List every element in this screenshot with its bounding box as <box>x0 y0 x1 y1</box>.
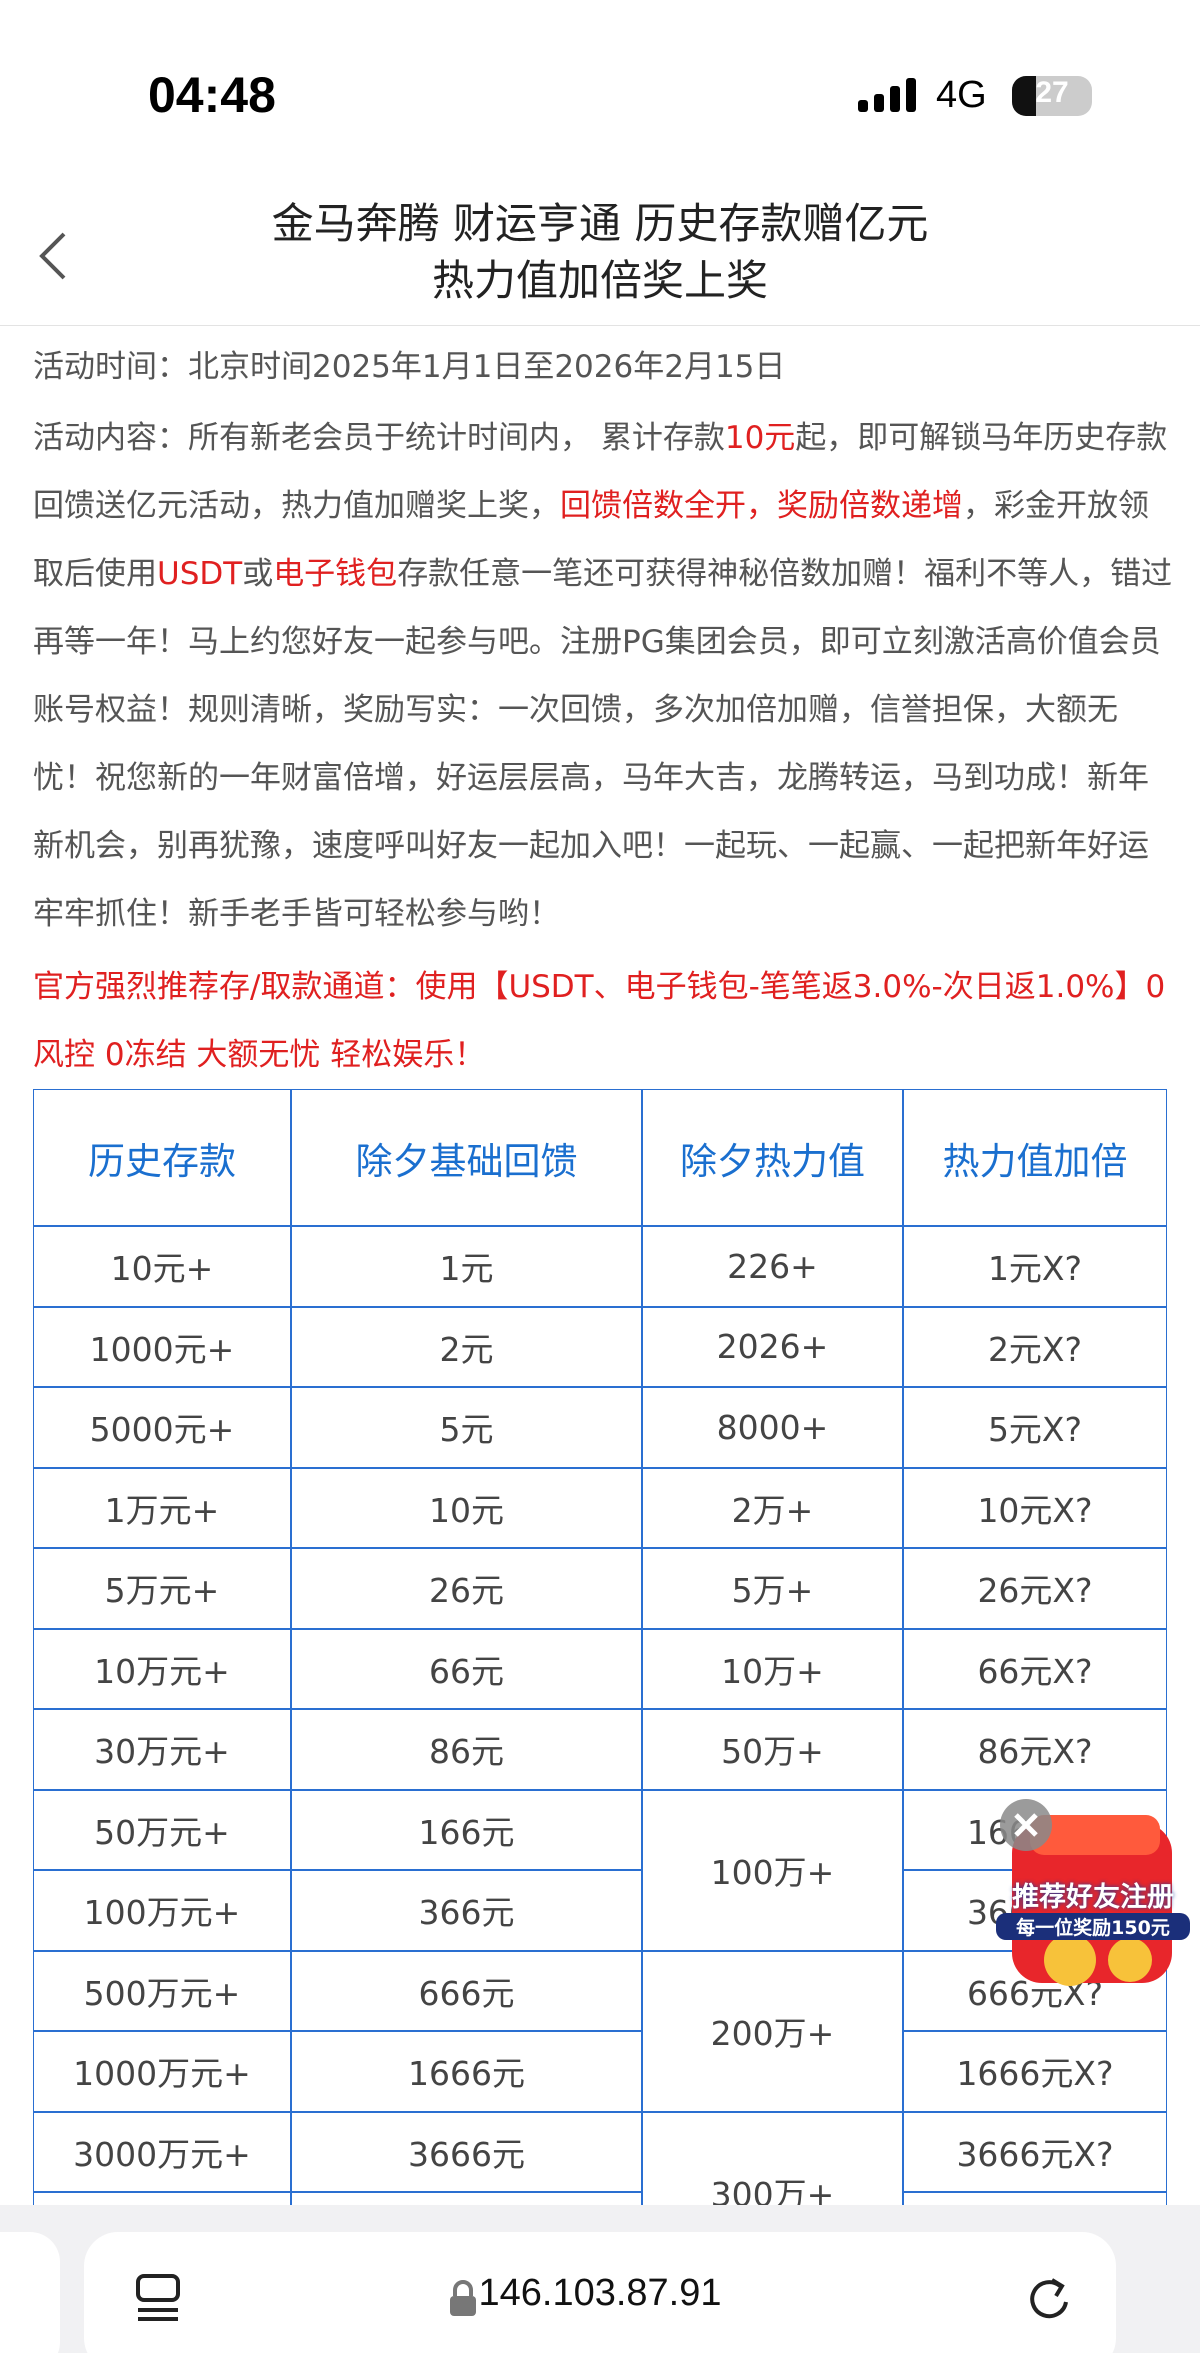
lock-icon <box>450 2280 476 2316</box>
heat-cell: 300万+ <box>642 2111 903 2205</box>
heat-cell: 200万+ <box>642 1950 903 2112</box>
table-cell: 1000万元+ <box>33 2031 291 2112</box>
table-cell: 5元 <box>291 1387 642 1468</box>
tab-edge <box>0 2232 60 2372</box>
table-cell-cut <box>33 2192 291 2205</box>
table-cell: 1元X? <box>903 1226 1167 1307</box>
content-segment: 起，即可解锁马年历史存款回馈送亿元活动，热力值加赠奖上奖， <box>33 420 1168 524</box>
activity-content: 活动内容：所有新老会员于统计时间内， 累计存款10元起，即可解锁马年历史存款回馈… <box>33 404 1173 948</box>
table-header: 历史存款 <box>33 1089 291 1226</box>
table-cell: 10元X? <box>903 1467 1167 1548</box>
url-text: 146.103.87.91 <box>478 2272 722 2314</box>
table-cell: 26元X? <box>903 1548 1167 1629</box>
heat-cell: 100万+ <box>642 1789 903 1951</box>
table-header: 除夕热力值 <box>642 1089 903 1226</box>
address-bar[interactable] <box>84 2232 1116 2372</box>
table-cell: 10元+ <box>33 1226 291 1307</box>
table-cell: 666元 <box>291 1950 642 2031</box>
notice: 官方强烈推荐存/取款通道：使用【USDT、电子钱包-笔笔返3.0%-次日返1.0… <box>33 969 1166 1073</box>
table-cell: 2元X? <box>903 1306 1167 1387</box>
status-time: 04:48 <box>148 67 276 123</box>
table-cell-cut <box>903 2192 1167 2205</box>
table-cell: 26元 <box>291 1548 642 1629</box>
table-cell: 1元 <box>291 1226 642 1307</box>
heat-cell: 10万+ <box>642 1628 903 1709</box>
page-title: 金马奔腾 财运亨通 历史存款赠亿元 热力值加倍奖上奖 <box>271 199 929 305</box>
table-cell: 2元 <box>291 1306 642 1387</box>
table-cell: 100万元+ <box>33 1870 291 1951</box>
table-cell: 3000万元+ <box>33 2111 291 2192</box>
table-cell: 5000元+ <box>33 1387 291 1468</box>
content-segment: 电子钱包 <box>273 556 398 592</box>
menu-icon[interactable] <box>134 2272 184 2322</box>
table-header: 热力值加倍 <box>903 1089 1167 1226</box>
reward-table: 历史存款 除夕基础回馈 除夕热力值 热力值加倍 10元+ 1元 1元X? 226+ 1000元+… <box>33 1089 1167 2205</box>
table-header: 除夕基础回馈 <box>291 1089 642 1226</box>
heat-cell: 8000+ <box>642 1387 903 1468</box>
table-cell: 86元X? <box>903 1709 1167 1790</box>
heat-cell: 226+ <box>642 1226 903 1307</box>
table-cell: 50万元+ <box>33 1789 291 1870</box>
content-segment: 活动内容：所有新老会员于统计时间内， 累计存款 <box>33 420 725 456</box>
ad-subtitle: 每一位奖励150元 <box>996 1913 1190 1940</box>
table-cell: 500万元+ <box>33 1950 291 2031</box>
battery: 27 <box>1012 76 1092 116</box>
table-cell: 5万元+ <box>33 1548 291 1629</box>
table-cell: 5元X? <box>903 1387 1167 1468</box>
table-cell: 10万元+ <box>33 1628 291 1709</box>
table-cell: 366元 <box>291 1870 642 1951</box>
ad-title: 推荐好友注册 <box>1012 1882 1174 1913</box>
table-cell: 1000元+ <box>33 1306 291 1387</box>
heat-cell: 50万+ <box>642 1709 903 1790</box>
table-cell: 66元X? <box>903 1628 1167 1709</box>
battery-level: 27 <box>1035 76 1069 109</box>
table-cell: 10元 <box>291 1467 642 1548</box>
content-segment: USDT <box>157 556 243 592</box>
table-cell: 1666元X? <box>903 2031 1167 2112</box>
table-cell: 30万元+ <box>33 1709 291 1790</box>
floating-ad[interactable]: 推荐好友注册 每一位奖励150元 <box>990 1795 1190 2000</box>
table-cell: 86元 <box>291 1709 642 1790</box>
table-cell: 1666元 <box>291 2031 642 2112</box>
back-button[interactable] <box>34 230 74 282</box>
table-cell: 3666元 <box>291 2111 642 2192</box>
content-segment: ，彩金开放领取后使用 <box>33 488 1149 592</box>
activity-time: 活动时间：北京时间2025年1月1日至2026年2月15日 <box>33 349 786 385</box>
network-label: 4G <box>936 74 987 116</box>
content-segment: 或 <box>242 556 274 592</box>
content-segment: 回馈倍数全开，奖励倍数递增 <box>560 488 963 524</box>
table-cell: 66元 <box>291 1628 642 1709</box>
table-cell: 3666元X? <box>903 2111 1167 2192</box>
heat-cell: 2万+ <box>642 1467 903 1548</box>
reload-button[interactable] <box>1024 2272 1078 2326</box>
table-cell: 166元 <box>291 1789 642 1870</box>
divider <box>0 325 1200 326</box>
heat-cell: 2026+ <box>642 1306 903 1387</box>
table-cell-cut <box>291 2192 642 2205</box>
table-cell: 1万元+ <box>33 1467 291 1548</box>
content-segment: 10元 <box>724 420 796 456</box>
signal-icon <box>858 78 916 112</box>
content-segment: 存款任意一笔还可获得神秘倍数加赠！福利不等人，错过再等一年！马上约您好友一起参与… <box>33 556 1173 932</box>
heat-cell: 5万+ <box>642 1548 903 1629</box>
